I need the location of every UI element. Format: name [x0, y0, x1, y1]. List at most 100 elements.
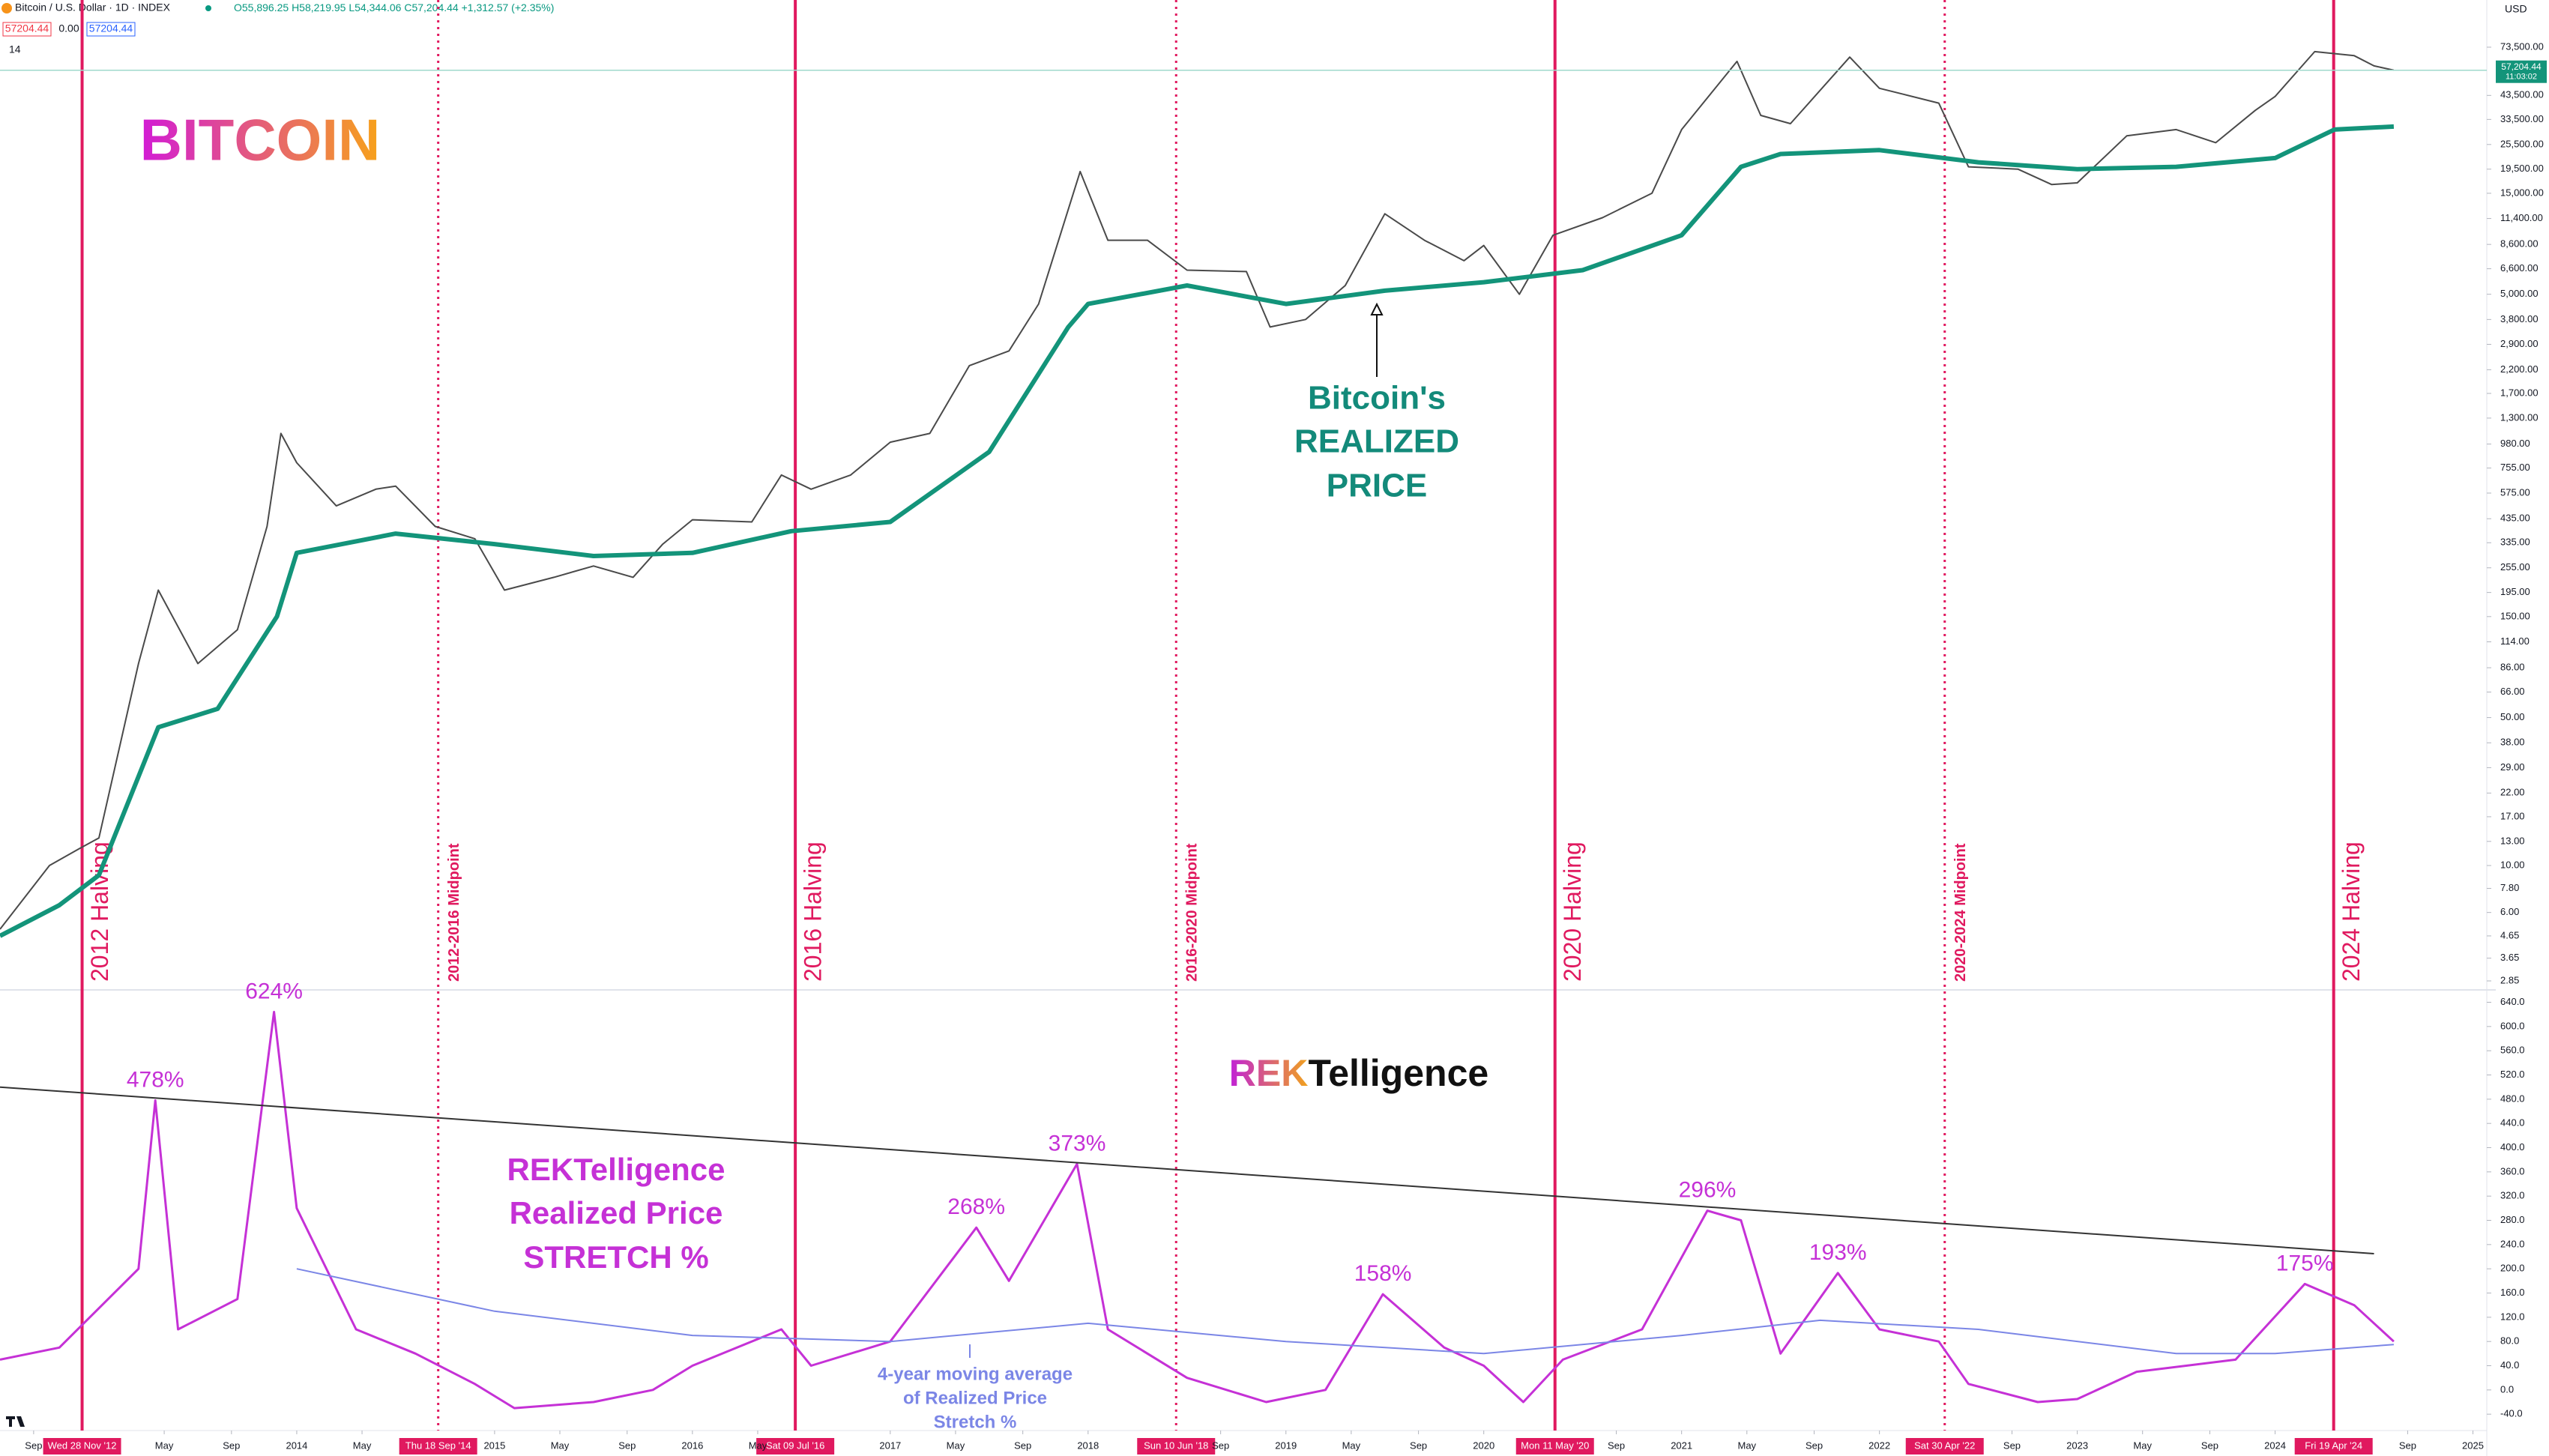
x-tick-label: 2020 — [1473, 1440, 1494, 1451]
x-tick-label: Sep — [223, 1440, 240, 1451]
y-tick-label: 3.65 — [2500, 952, 2519, 963]
event-date-box — [1905, 1438, 1984, 1455]
event-date: Sat 30 Apr '22 — [1914, 1440, 1975, 1451]
stretch-title: Realized Price — [510, 1195, 723, 1230]
y-tick-label: 200.0 — [2500, 1263, 2525, 1274]
x-tick-label: Sep — [2399, 1440, 2416, 1451]
symbol-icon — [1, 3, 12, 13]
y-tick-label: 40.0 — [2500, 1359, 2519, 1371]
ma-note: of Realized Price — [903, 1388, 1047, 1408]
stretch-title: REKTelligence — [507, 1152, 726, 1187]
y-tick-label: 2,200.00 — [2500, 363, 2539, 375]
y-tick-label: 195.00 — [2500, 586, 2530, 597]
x-tick-label: 2017 — [879, 1440, 901, 1451]
y-tick-label: 86.00 — [2500, 661, 2525, 672]
y-tick-label: 10.00 — [2500, 859, 2525, 870]
x-tick-label: Sep — [1014, 1440, 1031, 1451]
y-tick-label: 400.0 — [2500, 1141, 2525, 1153]
event-label: 2020-2024 Midpoint — [1952, 843, 1969, 982]
event-date: Thu 18 Sep '14 — [405, 1440, 471, 1451]
event-label: 2012-2016 Midpoint — [446, 843, 462, 982]
value-label: 296% — [1679, 1177, 1737, 1202]
y-tick-label: 50.00 — [2500, 711, 2525, 722]
event-label: 2024 Halving — [2338, 842, 2365, 982]
y-tick-label: 13.00 — [2500, 835, 2525, 846]
event-label: 2012 Halving — [86, 842, 113, 982]
value-label: 175% — [2276, 1251, 2334, 1275]
series-line — [0, 1086, 2374, 1254]
ma-note: 4-year moving average — [878, 1364, 1073, 1384]
value-label: 373% — [1049, 1131, 1106, 1156]
y-tick-label: 33,500.00 — [2500, 113, 2544, 124]
y-tick-label: 360.0 — [2500, 1165, 2525, 1176]
event-date: Fri 19 Apr '24 — [2305, 1440, 2362, 1451]
event-date: Sat 09 Jul '16 — [766, 1440, 824, 1451]
last-price-time: 11:03:02 — [2506, 73, 2537, 82]
y-tick-label: 600.0 — [2500, 1020, 2525, 1031]
low: L54,344.06 — [349, 1, 401, 13]
y-tick-label: 440.0 — [2500, 1117, 2525, 1129]
bitcoin-logo: BITCOIN — [140, 107, 381, 173]
indicator-count[interactable]: 14 — [9, 43, 21, 55]
y-tick-label: 17.00 — [2500, 810, 2525, 821]
x-tick-label: 2021 — [1671, 1440, 1692, 1451]
x-tick-label: 2024 — [2264, 1440, 2286, 1451]
note-line: Bitcoin's — [1308, 380, 1446, 417]
event-date: Sun 10 Jun '18 — [1144, 1440, 1208, 1451]
x-tick-label: Sep — [1212, 1440, 1229, 1451]
stretch-title: STRETCH % — [523, 1239, 708, 1275]
y-tick-label: 114.00 — [2500, 635, 2530, 647]
y-tick-label: 80.0 — [2500, 1335, 2519, 1347]
y-tick-label: 280.0 — [2500, 1214, 2525, 1225]
event-date-box — [756, 1438, 835, 1455]
y-tick-label: 29.00 — [2500, 761, 2525, 773]
event-date-box — [1515, 1438, 1594, 1455]
x-tick-label: May — [1342, 1440, 1361, 1451]
series-line — [0, 1010, 2395, 1410]
y-tick-label: -40.0 — [2500, 1408, 2523, 1419]
y-tick-label: 4.65 — [2500, 929, 2519, 940]
series-line — [0, 50, 2395, 930]
y-tick-label: 11,400.00 — [2500, 212, 2543, 223]
last-price-label: 57,204.44 — [2501, 61, 2542, 72]
y-tick-label: 5,000.00 — [2500, 288, 2539, 299]
y-tick-label: 66.00 — [2500, 686, 2525, 697]
x-tick-label: May — [2133, 1440, 2152, 1451]
price-box — [86, 22, 136, 37]
y-tick-label: 480.0 — [2500, 1093, 2525, 1104]
value-label: 624% — [245, 979, 303, 1003]
x-tick-label: 2014 — [286, 1440, 307, 1451]
event-label: 2016-2020 Midpoint — [1184, 843, 1201, 982]
x-tick-label: May — [1738, 1440, 1757, 1451]
y-tick-label: 2,900.00 — [2500, 338, 2539, 349]
value-label: 478% — [127, 1067, 184, 1092]
y-tick-label: 1,700.00 — [2500, 387, 2539, 398]
y-tick-label: 1,300.00 — [2500, 411, 2539, 423]
y-tick-label: 120.0 — [2500, 1311, 2525, 1322]
y-tick-label: 320.0 — [2500, 1190, 2525, 1201]
tv-logo[interactable] — [6, 1416, 25, 1427]
currency[interactable]: USD — [2505, 3, 2527, 15]
close: C57,204.44 — [404, 1, 459, 13]
event-date-box — [1137, 1438, 1216, 1455]
event-label: 2020 Halving — [1559, 842, 1586, 982]
y-tick-label: 6,600.00 — [2500, 262, 2539, 274]
x-tick-label: May — [155, 1440, 174, 1451]
y-tick-label: 8,600.00 — [2500, 238, 2539, 250]
y-tick-label: 38.00 — [2500, 737, 2525, 748]
y-tick-label: 435.00 — [2500, 513, 2530, 524]
y-tick-label: 160.0 — [2500, 1287, 2525, 1298]
y-tick-label: 7.80 — [2500, 882, 2519, 893]
y-tick-label: 25,500.00 — [2500, 138, 2544, 149]
x-tick-label: Sep — [25, 1440, 42, 1451]
rekt-logo: REKTelligence — [1229, 1052, 1488, 1094]
x-tick-label: May — [947, 1440, 965, 1451]
spread: 0.00 — [58, 22, 79, 34]
note-line: REALIZED — [1294, 423, 1459, 460]
x-tick-label: 2016 — [681, 1440, 703, 1451]
y-tick-label: 575.00 — [2500, 486, 2530, 498]
event-date: Mon 11 May '20 — [1521, 1440, 1589, 1451]
value-label: 193% — [1809, 1240, 1867, 1265]
